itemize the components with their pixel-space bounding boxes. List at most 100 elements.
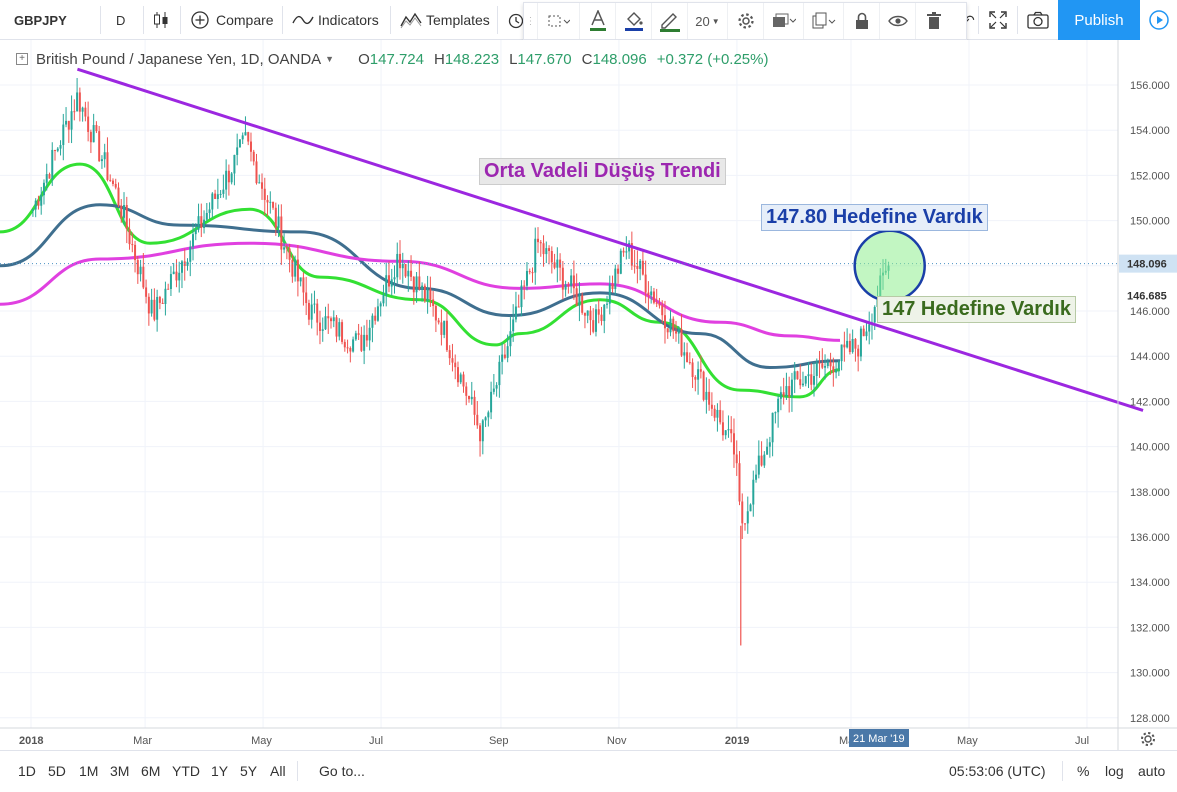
candle [470,381,473,405]
auto-toggle[interactable]: auto [1138,751,1165,791]
candle [810,363,813,391]
candle [208,202,211,219]
candle [357,323,360,340]
candle [291,254,294,283]
fullscreen-button[interactable] [989,0,1007,40]
indicators-button[interactable]: Indicators [292,0,379,40]
candle [227,164,230,196]
range-button-6m[interactable]: 6M [141,763,161,779]
divider [100,6,101,34]
candle [393,265,396,294]
range-button-5d[interactable]: 5D [48,763,66,779]
candle [572,260,575,300]
clone-button[interactable] [804,3,844,39]
candle [109,174,112,182]
lock-button[interactable] [844,3,880,39]
caret-down-icon[interactable]: ▼ [325,54,335,64]
candle [650,285,653,304]
range-button-1d[interactable]: 1D [18,763,36,779]
candle [92,113,95,143]
candle [498,355,501,398]
hide-button[interactable] [880,3,916,39]
candle [51,142,54,186]
trend-annotation[interactable]: Orta Vadeli Düşüş Trendi [479,158,726,185]
line-tool-button[interactable] [538,3,580,39]
expand-icon[interactable]: + [16,53,28,65]
delete-button[interactable] [916,3,952,39]
text-color-icon [589,10,606,31]
caret-down-icon: ▼ [711,16,720,26]
candle [197,203,200,233]
range-button-1y[interactable]: 1Y [211,763,229,779]
close-label: C [581,50,593,68]
candle [561,261,564,300]
interval-button[interactable]: D [116,0,125,40]
range-button-5y[interactable]: 5Y [240,763,258,779]
candle [744,523,747,531]
range-button-ytd[interactable]: YTD [172,763,200,779]
candle [815,358,818,389]
play-button[interactable] [1140,0,1177,40]
range-button-1m[interactable]: 1M [79,763,99,779]
visual-order-button[interactable] [764,3,804,39]
line-width-select[interactable]: 20 ▼ [688,3,728,39]
settings-button[interactable] [728,3,764,39]
target-annotation-147-80[interactable]: 147.80 Hedefine Vardık [761,204,988,231]
percent-toggle[interactable]: % [1077,751,1089,791]
range-button-3m[interactable]: 3M [110,763,130,779]
candle [509,316,512,357]
candle [539,240,542,257]
target-annotation-147[interactable]: 147 Hedefine Vardık [877,296,1076,323]
candle [525,262,528,291]
fill-color-button[interactable] [616,3,652,39]
chart-background [0,40,1177,750]
price-chart[interactable]: 156.000154.000152.000150.000148.000146.0… [0,40,1177,750]
candle [476,400,479,429]
candle [31,208,34,217]
candle [238,139,241,148]
candle [117,182,120,208]
candle [570,268,573,294]
candle [67,120,70,143]
candle [203,210,206,234]
clock: 05:53:06 (UTC) [949,751,1045,791]
log-toggle[interactable]: log [1105,751,1124,791]
templates-button[interactable]: Templates [400,0,490,40]
text-color-button[interactable] [580,3,616,39]
snapshot-button[interactable] [1027,0,1049,40]
y-tick-label: 154.000 [1130,125,1170,137]
candle [302,272,305,306]
chart-style-button[interactable] [152,0,170,40]
legend-title[interactable]: British Pound / Japanese Yen, 1D, OANDA [36,50,322,68]
candle [205,202,208,222]
moving-average-line [0,203,841,370]
line-color-button[interactable] [652,3,688,39]
candle [619,248,622,275]
candle [120,198,123,223]
publish-button[interactable]: Publish [1058,0,1140,40]
candle [721,410,724,441]
candle [768,436,771,458]
drag-handle[interactable]: ⋮ [524,3,538,39]
eye-icon [887,15,908,27]
alert-button[interactable] [507,0,525,40]
layers-icon [772,13,796,27]
divider [390,6,391,34]
goto-button[interactable]: Go to... [319,751,365,791]
candle [732,418,735,468]
axis-settings-gear-icon[interactable] [1141,732,1155,746]
candles-icon [154,12,168,28]
candle [854,337,857,362]
candle [418,261,421,291]
candle [432,290,435,317]
candle [42,179,45,205]
candle [111,178,114,187]
range-button-all[interactable]: All [270,763,286,779]
candle [824,354,827,380]
undo-button[interactable]: ↶ [963,0,975,40]
y-tick-label: 132.000 [1130,622,1170,634]
candle [531,267,534,283]
symbol-search[interactable]: GBPJPY [14,0,67,40]
compare-button[interactable]: Compare [190,0,274,40]
candle [283,233,286,254]
